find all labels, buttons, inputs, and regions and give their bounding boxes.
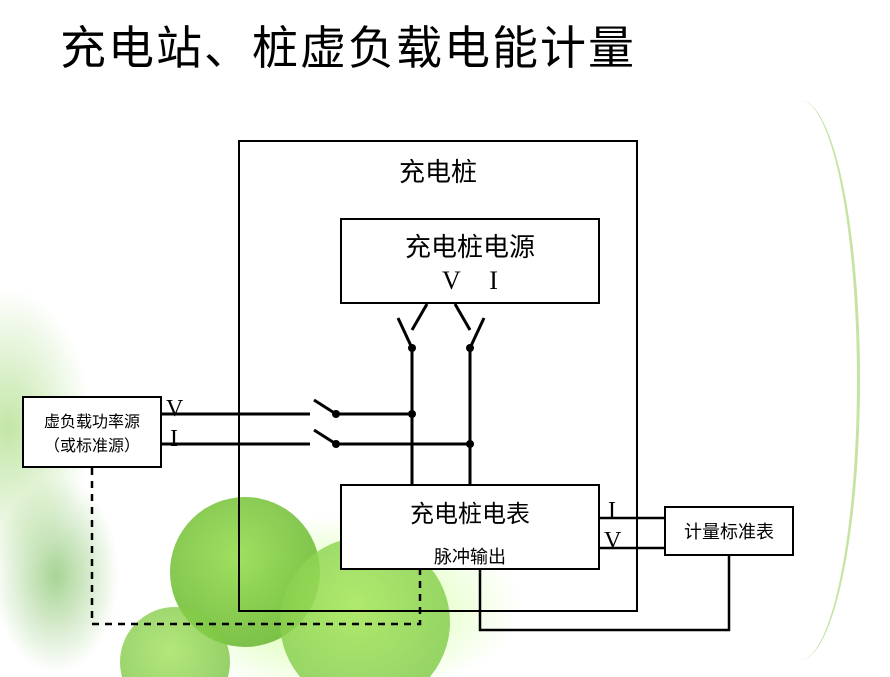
label-meter-i: I xyxy=(608,498,616,525)
box-meter: 充电桩电表 脉冲输出 xyxy=(340,484,600,570)
label-source-i: I xyxy=(170,426,178,453)
label-virtual-source-l1: 虚负载功率源 xyxy=(44,408,140,432)
box-power-supply: 充电桩电源 V I xyxy=(340,218,600,304)
label-v: V xyxy=(442,266,461,295)
label-meter-v: V xyxy=(604,528,621,555)
label-meter: 充电桩电表 xyxy=(410,494,530,529)
label-power-supply: 充电桩电源 xyxy=(405,227,535,264)
label-pulse-output: 脉冲输出 xyxy=(434,543,506,569)
box-virtual-source: 虚负载功率源 （或标准源） xyxy=(22,396,162,468)
page-title: 充电站、桩虚负载电能计量 xyxy=(60,12,636,78)
label-i: I xyxy=(489,266,498,295)
label-virtual-source-l2: （或标准源） xyxy=(44,432,140,456)
diagram: 充电桩 充电桩电源 V I 充电桩电表 脉冲输出 虚负载功率源 （或标准源） V… xyxy=(0,0,890,677)
label-source-v: V xyxy=(166,396,183,423)
label-charging-pile: 充电桩 xyxy=(399,152,477,189)
label-standard-meter: 计量标准表 xyxy=(684,518,774,544)
box-standard-meter: 计量标准表 xyxy=(664,506,794,556)
